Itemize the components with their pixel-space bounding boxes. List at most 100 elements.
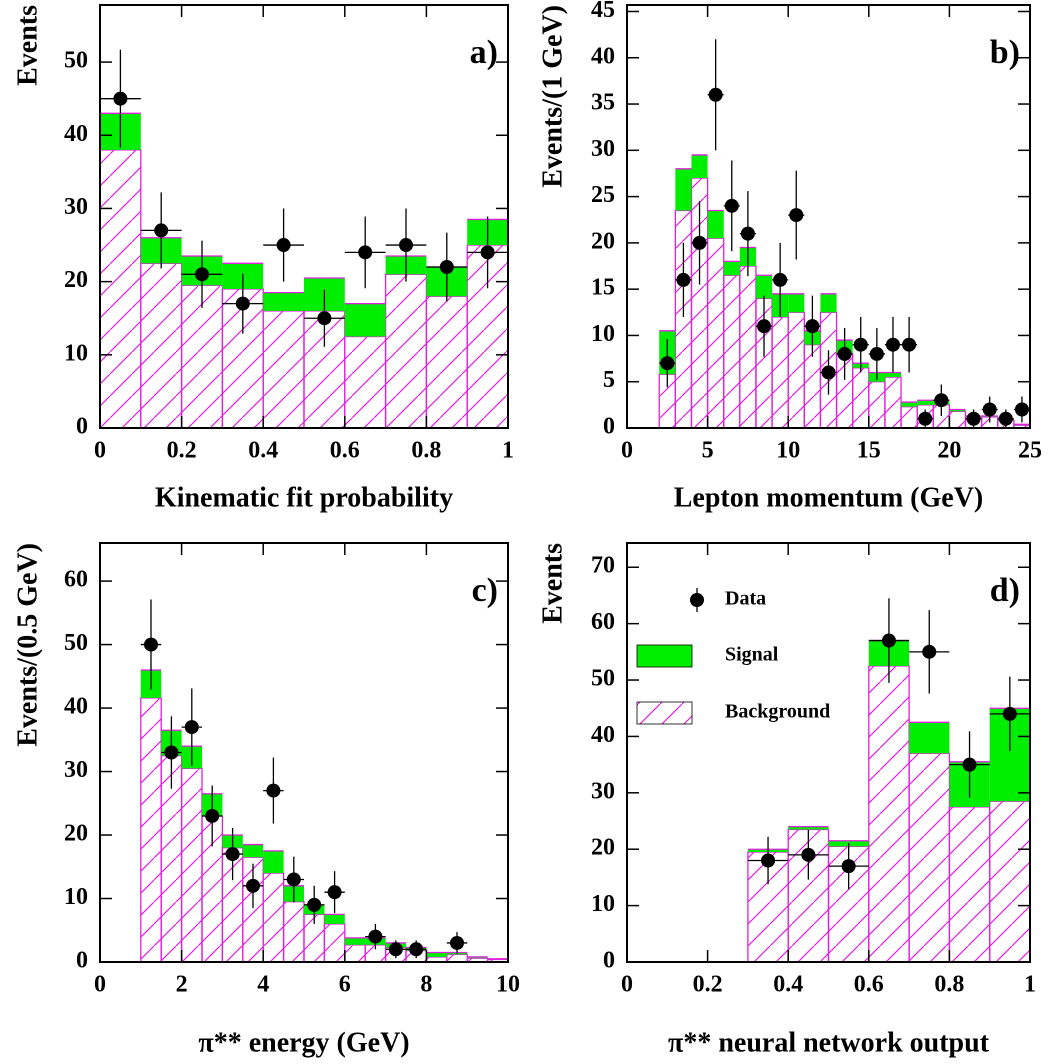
signal-bar [820,293,837,313]
y-tick-label: 30 [64,757,88,783]
background-bar [425,295,468,429]
data-point [841,859,856,874]
x-tick-label: 0.6 [330,438,360,464]
data-point [881,633,896,648]
x-tick-label: 5 [702,438,714,464]
signal-bar [901,402,918,407]
data-point [918,411,933,426]
data-point [205,808,220,823]
x-tick-label: 0.4 [773,972,803,998]
y-axis-label: Events/(0.5 GeV) [12,543,43,747]
x-tick-label: 4 [257,972,269,998]
data-point [276,238,291,253]
signal-bar [675,168,692,211]
y-tick-label: 10 [64,340,88,366]
y-tick-label: 45 [591,0,615,23]
background-bar [739,265,757,429]
data-point [266,783,281,798]
y-tick-label: 35 [591,90,615,116]
data-point [480,245,495,260]
background-bar [723,274,741,429]
data-point [286,872,301,887]
x-axis-label: π** neural network output [668,1027,990,1058]
data-point [789,208,804,223]
background-bar [948,410,967,429]
x-tick-label: 10 [496,972,520,998]
y-tick-label: 10 [64,884,88,910]
data-point [368,929,383,944]
background-bar [99,149,142,429]
y-axis-label: Events [12,5,43,86]
x-axis-label: Kinematic fit probability [155,482,453,513]
background-bar [140,262,183,429]
panel-label: b) [990,34,1020,71]
data-point [801,847,816,862]
signal-bar [263,850,284,874]
data-point [885,337,900,352]
data-point [327,885,342,900]
y-tick-label: 5 [603,367,615,393]
data-point [307,897,322,912]
plot-frame [626,4,1031,429]
background-bar [323,923,346,963]
data-point [902,337,917,352]
data-point [235,296,250,311]
data-point [317,311,332,326]
background-bar [900,406,918,429]
data-point [164,745,179,760]
data-point [246,878,260,893]
y-tick-label: 50 [591,666,615,692]
data-point [805,319,820,334]
y-tick-label: 20 [64,821,88,847]
background-bar [446,953,468,963]
data-point [676,272,691,287]
data-point [966,411,981,426]
plot-frame [626,542,1031,963]
background-bar [180,767,203,963]
background-bar [868,665,910,963]
background-bar [262,872,285,963]
y-tick-label: 30 [591,778,615,804]
data-point [450,935,464,950]
data-point [962,757,977,772]
signal-bar [242,844,264,858]
legend-label: Signal [725,644,779,666]
y-tick-label: 60 [64,567,88,593]
data-point [821,365,836,380]
signal-bar [788,293,805,313]
x-tick-label: 0 [94,438,106,464]
legend-label: Data [725,588,766,610]
background-bar [989,800,1031,963]
y-tick-label: 15 [591,275,615,301]
signal-bar [884,372,902,378]
y-axis-label: Events [537,543,568,624]
y-tick-label: 0 [76,948,88,974]
data-point [708,87,723,102]
signal-bar [324,914,345,924]
signal-bar [344,937,366,945]
data-point [998,411,1013,426]
x-tick-label: 0 [94,972,106,998]
data-point [660,356,675,371]
data-point [1014,402,1029,417]
data-point [757,319,772,334]
data-point [724,198,739,213]
background-bar [140,697,162,963]
background-bar [282,901,305,963]
panel-label: d) [990,572,1020,609]
data-point [692,235,707,250]
signal-bar [344,303,386,337]
data-point [225,847,240,862]
data-point [869,346,884,361]
x-tick-label: 15 [857,438,881,464]
x-tick-label: 10 [776,438,800,464]
x-tick-label: 1 [1024,972,1036,998]
background-bar [344,335,387,429]
data-point [982,402,997,417]
data-point [399,238,413,253]
x-tick-label: 0.2 [693,972,723,998]
y-tick-label: 25 [591,182,615,208]
panel-label: a) [470,34,498,71]
x-tick-label: 25 [1018,438,1042,464]
x-tick-label: 6 [339,972,351,998]
